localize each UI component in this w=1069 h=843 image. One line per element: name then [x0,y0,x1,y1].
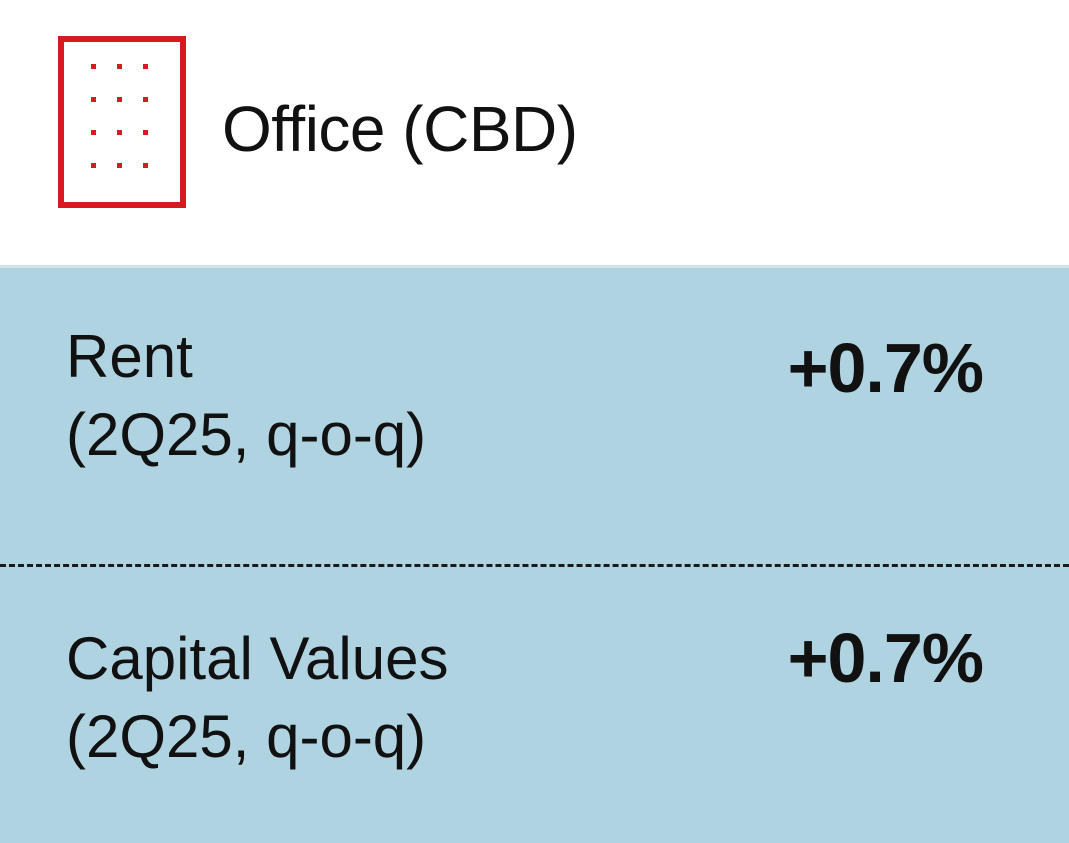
capital-values-label-period: (2Q25, q-o-q) [66,703,427,770]
card-header: Office (CBD) [0,0,1069,265]
building-windows-icon [91,64,148,168]
capital-values-value: +0.7% [787,619,984,697]
building-icon [58,36,186,208]
rent-label: Rent (2Q25, q-o-q) [66,318,426,474]
rent-label-title: Rent [66,323,193,390]
metrics-panel: Rent (2Q25, q-o-q) +0.7% Capital Values … [0,265,1069,843]
page-title: Office (CBD) [222,93,578,165]
rent-value: +0.7% [787,329,984,407]
metrics-divider [0,564,1069,567]
rent-label-period: (2Q25, q-o-q) [66,401,427,468]
capital-values-label-title: Capital Values [66,625,449,692]
capital-values-label: Capital Values (2Q25, q-o-q) [66,620,448,776]
